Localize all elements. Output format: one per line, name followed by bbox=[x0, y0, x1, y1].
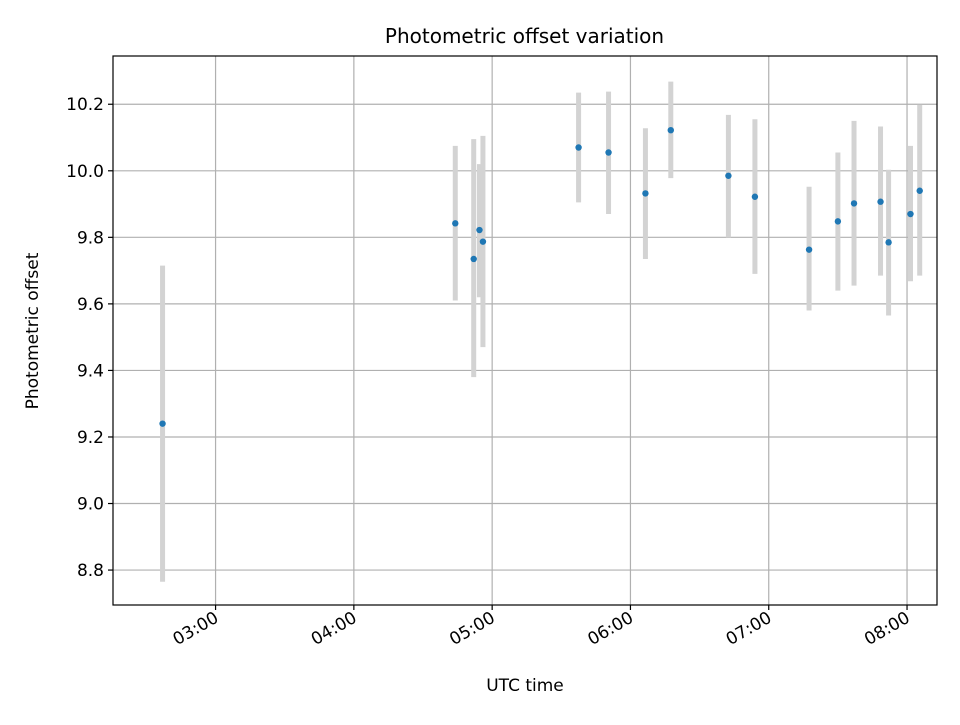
data-point bbox=[877, 198, 884, 205]
y-axis-ticks: 8.8 9.0 9.2 9.4 9.6 9.8 10.0 10.2 bbox=[66, 95, 113, 581]
data-point bbox=[476, 226, 483, 234]
y-tick-label: 10.0 bbox=[66, 162, 104, 182]
data-points bbox=[159, 126, 923, 427]
data-point bbox=[850, 200, 858, 207]
data-point bbox=[605, 149, 612, 156]
data-point bbox=[452, 220, 459, 227]
data-point bbox=[725, 172, 732, 179]
y-tick-label: 9.0 bbox=[77, 495, 104, 515]
grid-lines bbox=[113, 56, 937, 605]
data-point bbox=[751, 193, 759, 200]
y-tick-label: 9.2 bbox=[77, 428, 104, 448]
y-tick-label: 9.8 bbox=[77, 228, 104, 248]
x-axis-title: UTC time bbox=[486, 676, 564, 696]
y-axis-title: Photometric offset bbox=[23, 252, 43, 409]
y-tick-label: 8.8 bbox=[77, 561, 104, 581]
data-point bbox=[907, 210, 914, 218]
data-point bbox=[470, 255, 477, 263]
data-point bbox=[159, 420, 166, 427]
y-tick-label: 9.6 bbox=[77, 295, 104, 315]
data-point bbox=[805, 246, 813, 253]
data-point bbox=[479, 238, 487, 245]
data-point bbox=[642, 190, 649, 197]
plot-frame bbox=[112, 55, 938, 606]
data-point bbox=[667, 126, 674, 134]
data-point bbox=[575, 144, 582, 151]
chart-title: Photometric offset variation bbox=[385, 24, 664, 48]
y-tick-label: 10.2 bbox=[66, 95, 104, 115]
data-point bbox=[916, 187, 923, 194]
data-point bbox=[834, 218, 842, 225]
y-tick-label: 9.4 bbox=[77, 361, 104, 381]
data-point bbox=[885, 239, 892, 246]
